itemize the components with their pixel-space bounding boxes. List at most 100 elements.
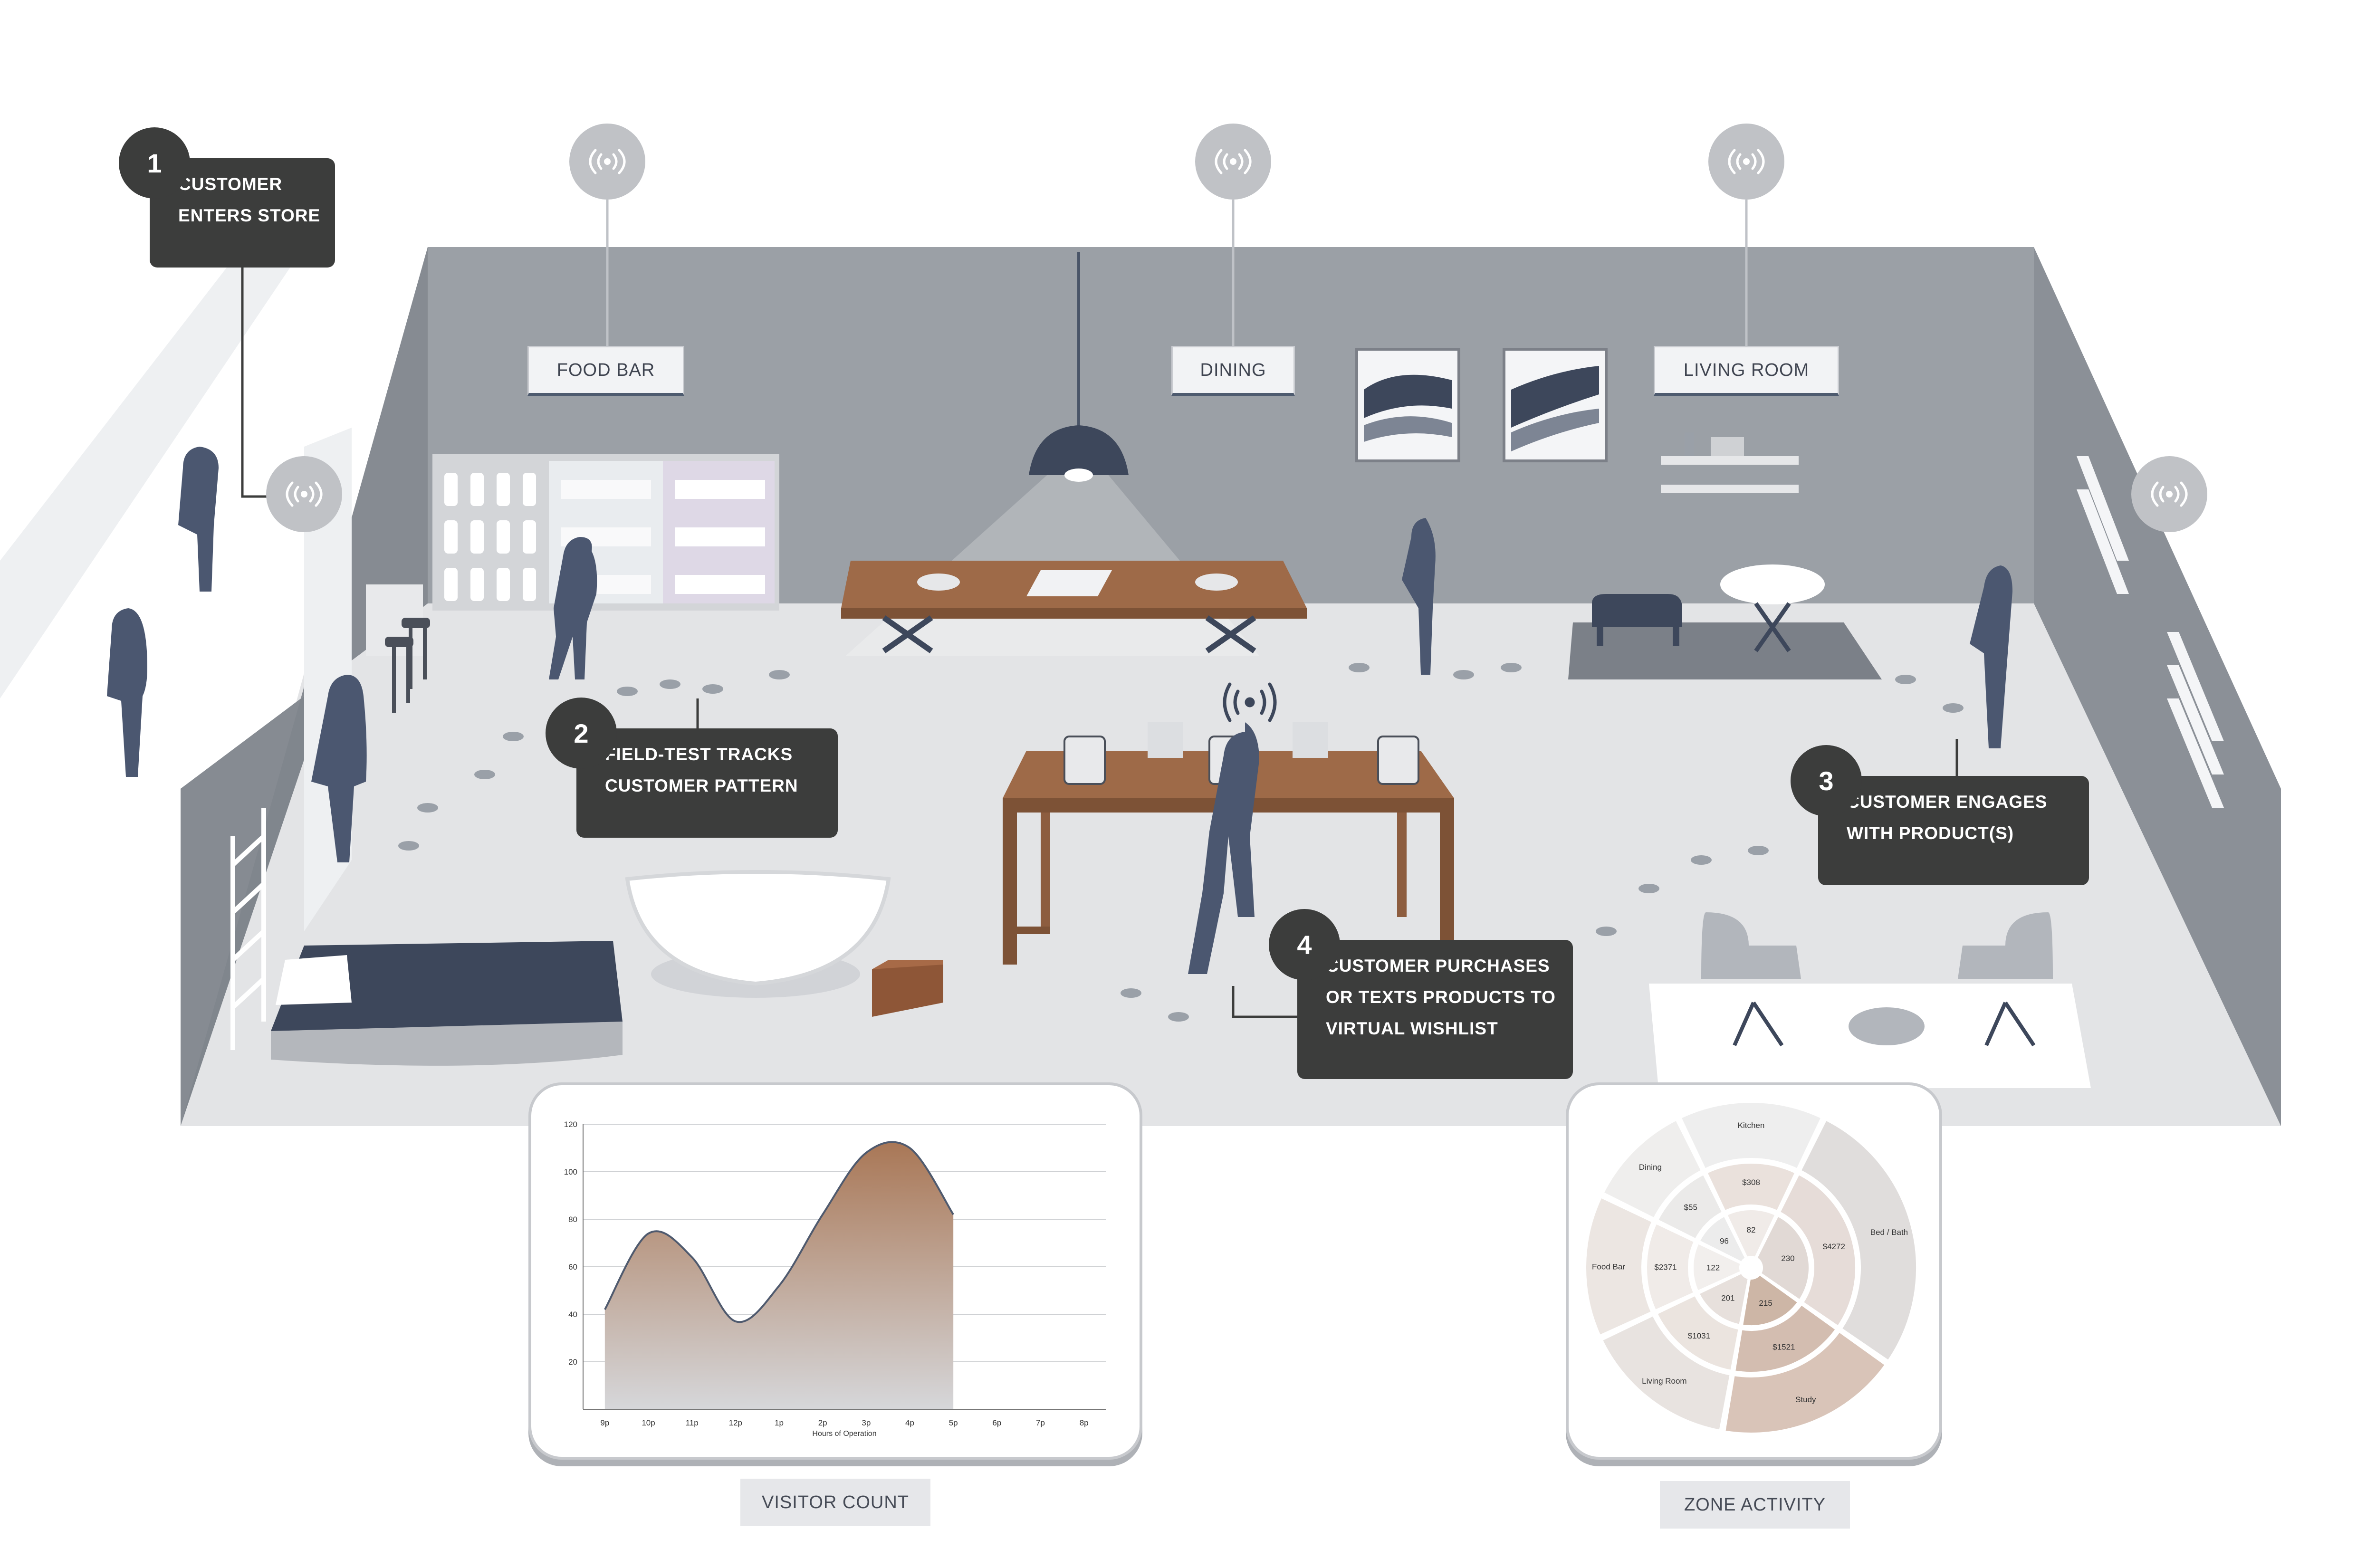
callout-customer-engages: CUSTOMER ENGAGES WITH PRODUCT(S) <box>1818 776 2089 885</box>
x-tick-label: 3p <box>862 1418 871 1427</box>
visitor-area <box>604 1142 954 1409</box>
ottoman <box>1592 594 1682 646</box>
right-wall <box>2034 247 2281 1126</box>
sunburst-revenue-label: $1521 <box>1772 1342 1795 1351</box>
visitor-count-chart: 20 40 60 80 100 120 9p 10p 11p 12p 1p 2p 3p 4p 5p 6p 7p… <box>564 1120 1106 1438</box>
sunburst-middle-segment <box>1732 1301 1839 1375</box>
sunburst-outer-segment <box>1600 1117 1705 1221</box>
wifi-icon <box>1223 682 1277 722</box>
sunburst-zone-label: Dining <box>1639 1163 1662 1172</box>
wooden-box <box>872 960 943 1017</box>
sunburst-outer-segment <box>1678 1100 1824 1172</box>
footsteps <box>398 663 1964 1022</box>
stools <box>385 618 430 713</box>
x-tick-label: 8p <box>1080 1418 1089 1427</box>
sunburst-inner-segment <box>1696 1213 1749 1265</box>
sunburst-count-label: 201 <box>1721 1293 1734 1302</box>
sunburst-middle-segment <box>1704 1161 1799 1214</box>
y-tick-labels: 20 40 60 80 100 120 <box>564 1120 577 1367</box>
sunburst-revenue-label: $4272 <box>1823 1242 1845 1251</box>
callout-connectors <box>241 266 1958 1018</box>
wireless-beacon-icon <box>2131 456 2207 532</box>
sunburst-middle-segment <box>1644 1220 1697 1313</box>
right-wall-shelves <box>2077 456 2224 808</box>
callout-line: CUSTOMER <box>178 174 283 194</box>
step-number-2: 2 <box>546 698 617 769</box>
callout-line: OR TEXTS PRODUCTS TO <box>1326 987 1556 1007</box>
sunburst-revenue-label: $308 <box>1742 1178 1760 1187</box>
sunburst-inner-segment <box>1724 1207 1779 1261</box>
beacon-stems <box>606 200 1748 349</box>
sunburst-inner-segment <box>1740 1272 1801 1328</box>
x-tick-label: 7p <box>1036 1418 1045 1427</box>
sunburst-zone-label: Bed / Bath <box>1870 1228 1908 1237</box>
sunburst-revenue-label: $2371 <box>1654 1262 1677 1272</box>
towel-ladder <box>230 808 266 1050</box>
callout-line: CUSTOMER PURCHASES <box>1326 956 1550 975</box>
sunburst-outer-segment <box>1583 1195 1655 1339</box>
sunburst-count-label: 82 <box>1747 1225 1756 1234</box>
callout-customer-purchases: CUSTOMER PURCHASES OR TEXTS PRODUCTS TO … <box>1297 940 1573 1079</box>
wireless-beacon-icon <box>266 456 342 532</box>
visitor-line <box>604 1141 954 1323</box>
zone-sign-food-bar: FOOD BAR <box>527 346 684 396</box>
callout-line: VIRTUAL WISHLIST <box>1326 1019 1498 1038</box>
callout-line: CUSTOMER PATTERN <box>605 776 798 795</box>
pendant-lamp <box>1029 425 1129 475</box>
y-tick-label: 60 <box>568 1262 577 1272</box>
rug <box>1568 622 1882 679</box>
wall-art <box>1355 348 1608 462</box>
x-tick-labels: 9p 10p 11p 12p 1p 2p 3p 4p 5p 6p 7p 8p <box>600 1418 1088 1427</box>
bed <box>271 941 623 1066</box>
wireless-beacon-icon <box>569 124 645 200</box>
sunburst-middle-segment <box>1655 1171 1725 1242</box>
food-bar-fridge <box>432 454 779 611</box>
x-axis-label: Hours of Operation <box>812 1430 876 1438</box>
sidewalk <box>0 204 333 698</box>
step-number-4: 4 <box>1269 909 1340 980</box>
bathtub <box>625 870 891 998</box>
sunburst-outer-segment <box>1599 1312 1733 1433</box>
zone-activity-label: ZONE ACTIVITY <box>1660 1481 1850 1529</box>
x-tick-label: 10p <box>642 1418 655 1427</box>
sunburst-inner-segment <box>1696 1270 1751 1328</box>
sunburst-count-label: 122 <box>1706 1263 1720 1272</box>
egg-chairs <box>1701 912 2053 1045</box>
sunburst-count-label: 96 <box>1720 1236 1729 1245</box>
sunburst-zone-label: Study <box>1795 1395 1816 1404</box>
visitor-count-label: VISITOR COUNT <box>740 1479 930 1526</box>
customer-figures <box>107 447 2012 974</box>
y-tick-label: 100 <box>564 1167 577 1176</box>
sunburst-outer-segment <box>1722 1329 1888 1435</box>
sunburst-zone-label: Living Room <box>1642 1377 1687 1386</box>
y-tick-label: 20 <box>568 1358 577 1367</box>
side-table <box>1720 564 1825 652</box>
sunburst-inner-segment <box>1691 1240 1744 1294</box>
step-number-3: 3 <box>1791 745 1862 816</box>
y-tick-label: 120 <box>564 1120 577 1129</box>
zone-activity-chart: Kitchen $308 82 Bed / Bath $4272 230 Study $152… <box>1583 1100 1919 1435</box>
sunburst-middle-segment <box>1777 1171 1858 1329</box>
x-tick-label: 1p <box>775 1418 784 1427</box>
living-room-shelf <box>1661 432 1799 493</box>
zone-sign-dining: DINING <box>1171 346 1295 396</box>
sunburst-revenue-label: $55 <box>1684 1203 1697 1212</box>
callout-line: CUSTOMER ENGAGES <box>1847 792 2048 812</box>
x-tick-label: 11p <box>686 1418 699 1427</box>
x-tick-label: 4p <box>905 1418 914 1427</box>
sunburst-middle-segment <box>1654 1292 1742 1373</box>
sunburst-zone-label: Kitchen <box>1738 1121 1765 1130</box>
y-tick-label: 40 <box>568 1310 577 1319</box>
callout-field-test-tracks: FIELD-TEST TRACKS CUSTOMER PATTERN <box>576 728 838 838</box>
x-tick-label: 5p <box>949 1418 958 1427</box>
sunburst-count-label: 215 <box>1759 1299 1772 1308</box>
zone-sign-living-room: LIVING ROOM <box>1654 346 1839 396</box>
step-number-1: 1 <box>119 127 190 199</box>
sunburst-revenue-label: $1031 <box>1688 1331 1710 1340</box>
callout-line: WITH PRODUCT(S) <box>1847 823 2014 843</box>
x-tick-label: 6p <box>992 1418 1001 1427</box>
sunburst-count-label: 230 <box>1781 1254 1794 1263</box>
x-tick-label: 12p <box>729 1418 742 1427</box>
